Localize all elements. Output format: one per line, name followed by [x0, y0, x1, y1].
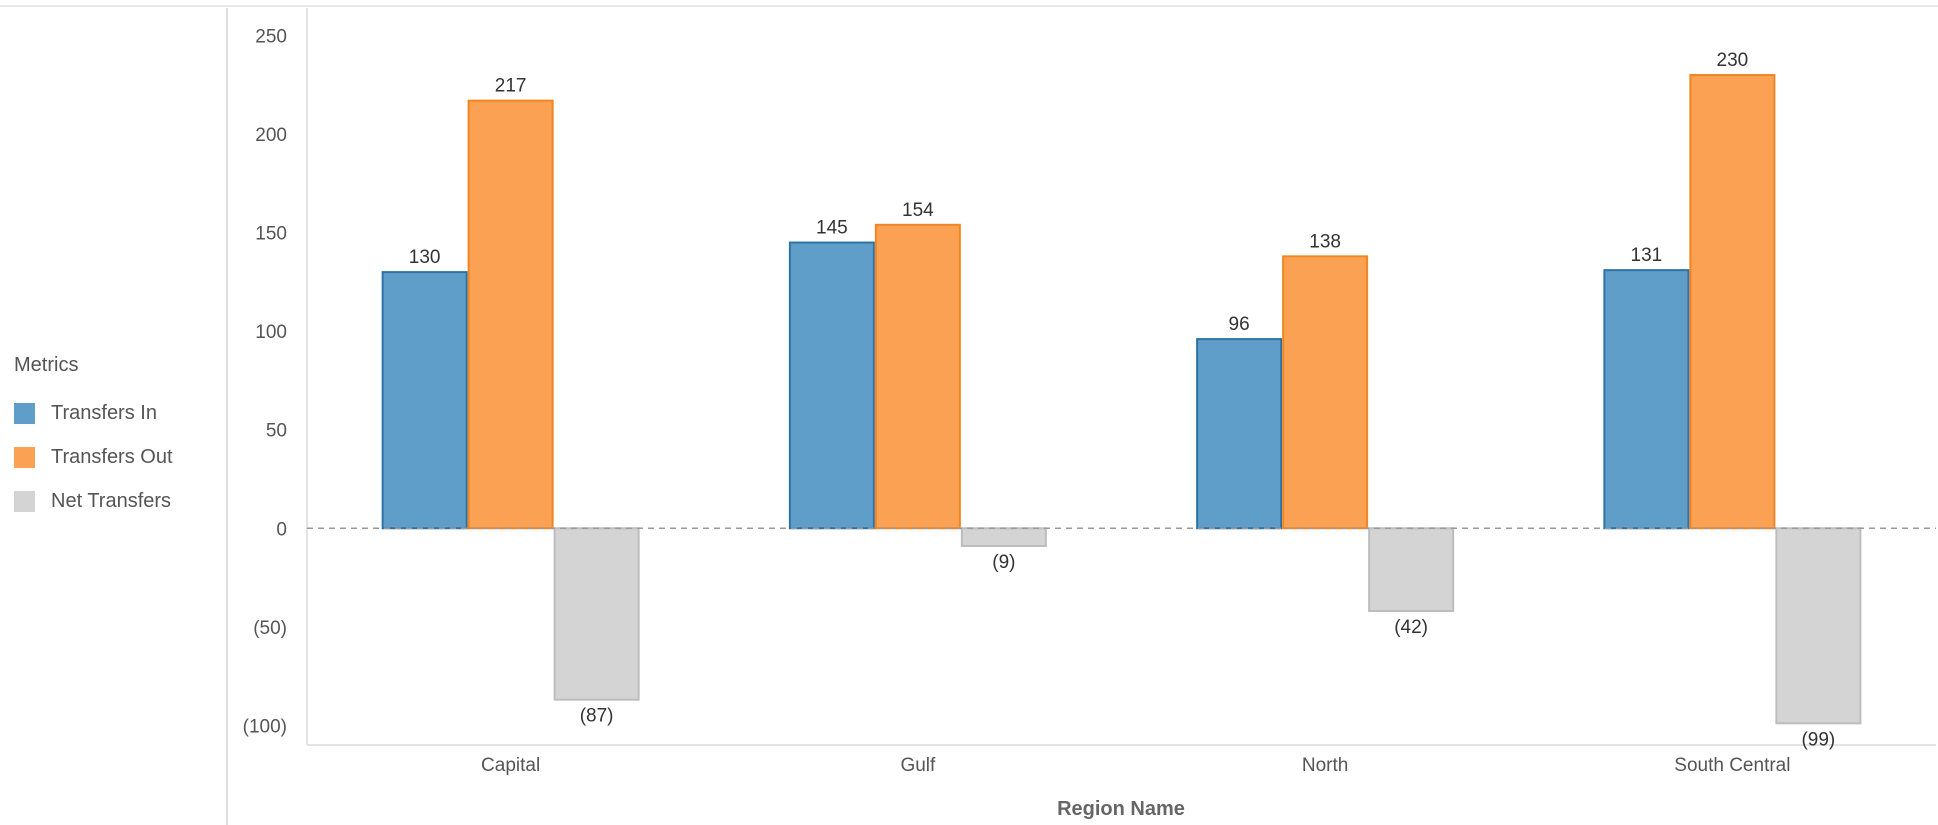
bar[interactable]	[1689, 74, 1776, 530]
y-tick-label: 200	[255, 125, 287, 146]
legend-label: Transfers Out	[51, 445, 173, 468]
bar[interactable]	[1603, 269, 1690, 530]
bar[interactable]	[1775, 527, 1862, 725]
x-tick-label: Gulf	[900, 755, 936, 776]
data-label: 154	[902, 200, 934, 221]
y-tick-label: 250	[255, 27, 287, 48]
bar[interactable]	[553, 527, 640, 701]
legend: Metrics Transfers In Transfers Out Net Tra…	[14, 354, 214, 523]
x-tick-label: South Central	[1674, 755, 1790, 776]
bar[interactable]	[1368, 527, 1455, 613]
data-label: (42)	[1394, 617, 1428, 638]
bar[interactable]	[874, 223, 961, 530]
data-label: 131	[1631, 245, 1663, 266]
legend-swatch	[14, 490, 35, 512]
legend-swatch	[14, 402, 35, 424]
legend-swatch	[14, 446, 35, 468]
x-tick-label: North	[1302, 755, 1348, 776]
x-tick-label: Capital	[481, 755, 540, 776]
data-label: (99)	[1801, 729, 1835, 750]
bar[interactable]	[381, 271, 468, 530]
legend-label: Transfers In	[51, 401, 157, 424]
legend-label: Net Transfers	[51, 489, 172, 512]
bar[interactable]	[467, 99, 554, 530]
bar[interactable]	[1196, 338, 1283, 530]
y-tick-label: 50	[266, 421, 287, 442]
data-label: 145	[816, 218, 848, 239]
data-label: 96	[1229, 314, 1250, 335]
bar[interactable]	[1282, 255, 1369, 530]
legend-item[interactable]: Transfers In	[14, 391, 214, 435]
data-label: 138	[1309, 231, 1341, 252]
bar[interactable]	[960, 527, 1047, 547]
y-tick-label: (100)	[243, 716, 287, 737]
data-label: (9)	[992, 552, 1015, 573]
data-label: 230	[1717, 50, 1749, 71]
data-label: 217	[495, 76, 527, 97]
y-tick-label: 100	[255, 322, 287, 343]
bar[interactable]	[788, 241, 875, 530]
x-axis-title: Region Name	[1057, 798, 1185, 820]
y-tick-label: 150	[255, 224, 287, 245]
legend-item[interactable]: Transfers Out	[14, 435, 214, 479]
legend-items: Transfers In Transfers Out Net Transfers	[14, 391, 214, 523]
y-tick-label: (50)	[253, 618, 287, 639]
legend-item[interactable]: Net Transfers	[14, 479, 214, 523]
legend-title: Metrics	[14, 354, 79, 376]
y-tick-label: 0	[276, 519, 287, 540]
data-label: 130	[409, 247, 441, 268]
data-label: (87)	[580, 706, 614, 727]
